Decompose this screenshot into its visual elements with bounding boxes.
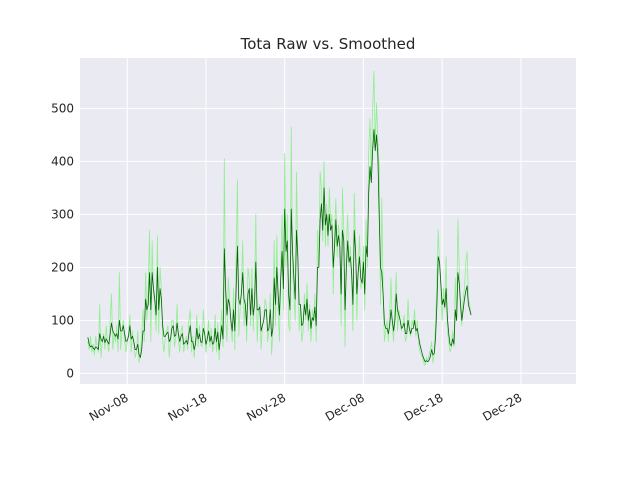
x-tick-label: Dec-28 (480, 390, 524, 424)
chart-title: Tota Raw vs. Smoothed (240, 35, 416, 53)
y-tick-label: 100 (51, 313, 74, 327)
plot-area (80, 58, 576, 384)
x-tick-label: Dec-18 (402, 390, 446, 424)
y-tick-label: 300 (51, 207, 74, 221)
x-tick-label: Nov-08 (87, 390, 131, 423)
y-axis: 0 100 200 300 400 500 (51, 101, 74, 380)
x-tick-label: Nov-18 (165, 390, 209, 423)
series-layer (87, 70, 472, 366)
x-tick-label: Nov-28 (244, 390, 288, 423)
y-tick-label: 200 (51, 260, 74, 274)
series-line-smoothed (87, 129, 472, 363)
y-tick-label: 0 (66, 366, 74, 380)
y-tick-label: 400 (51, 154, 74, 168)
x-axis: Nov-08 Nov-18 Nov-28 Dec-08 Dec-18 Dec-28 (87, 390, 525, 424)
x-tick-label: Dec-08 (323, 390, 367, 424)
y-tick-label: 500 (51, 101, 74, 115)
